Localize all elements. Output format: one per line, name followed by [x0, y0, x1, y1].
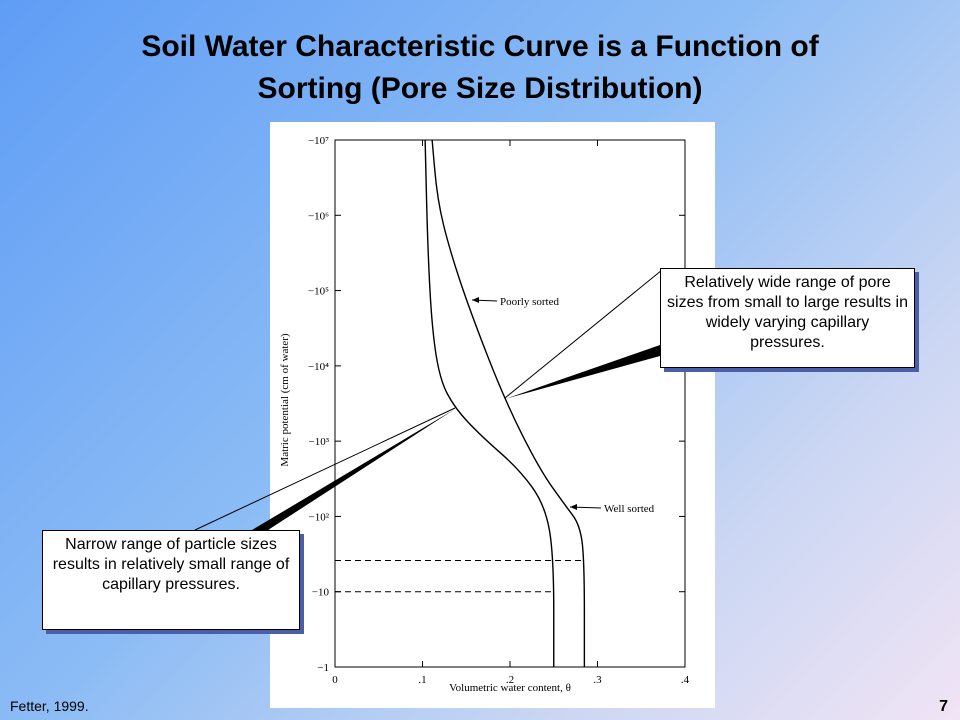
x-tick-label: 0 — [332, 674, 338, 686]
figure: Volumetric water content, θ Matric poten… — [279, 135, 690, 694]
x-tick-label: .4 — [681, 674, 690, 686]
y-tick-label: −10⁶ — [308, 210, 329, 222]
x-axis-label: Volumetric water content, θ — [449, 682, 571, 694]
source: Fetter, 1999. — [10, 698, 89, 714]
y-tick-label: −1 — [317, 662, 329, 674]
pointer-wedge — [505, 345, 660, 399]
y-tick-label: −10² — [308, 511, 329, 523]
series-label: Well sorted — [604, 503, 655, 515]
y-tick-label: −10 — [312, 587, 330, 599]
pointer-line — [504, 269, 663, 399]
arrow-head — [472, 297, 479, 303]
pointer-line — [194, 407, 456, 531]
title-line: Soil Water Characteristic Curve is a Fun… — [141, 30, 819, 63]
y-tick-label: −10³ — [308, 436, 329, 448]
title-line: Sorting (Pore Size Distribution) — [257, 72, 702, 105]
callout: Relatively wide range of pore sizes from… — [660, 268, 915, 368]
y-tick-label: −10⁴ — [308, 361, 329, 373]
curve — [431, 139, 586, 667]
x-tick-label: .1 — [418, 674, 426, 686]
x-tick-label: .2 — [506, 674, 514, 686]
page-number: 7 — [939, 698, 948, 715]
y-tick-label: −10⁷ — [308, 135, 329, 147]
curve — [424, 139, 555, 668]
arrow-head — [570, 504, 577, 510]
pointer-wedge — [252, 409, 455, 530]
series-label: Poorly sorted — [500, 296, 559, 308]
y-tick-label: −10⁵ — [308, 286, 329, 298]
figure-background — [270, 122, 715, 708]
x-tick-label: .3 — [593, 674, 602, 686]
callout: Narrow range of particle sizes results i… — [42, 530, 300, 630]
y-axis-label: Matric potential (cm of water) — [279, 333, 291, 467]
